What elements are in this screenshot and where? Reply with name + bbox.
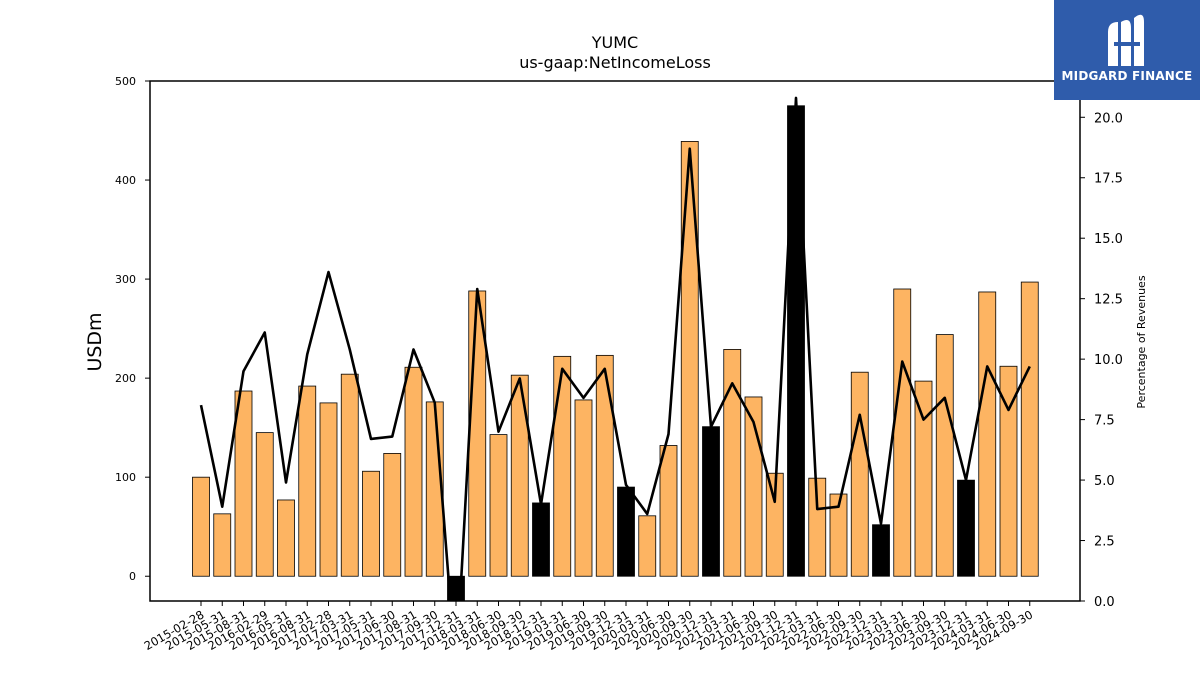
bar (978, 291, 997, 577)
y-tick-label: 400 (115, 174, 136, 187)
y-tick-label: 200 (115, 372, 136, 385)
y-tick-label: 500 (115, 75, 136, 88)
bar (787, 105, 805, 577)
bar (255, 432, 274, 577)
bars-layer (192, 105, 1039, 601)
y-axis-label: USDm (84, 312, 106, 371)
y2-axis-label: Percentage of Revenues (1135, 275, 1148, 408)
plot-frame (149, 80, 1081, 602)
bar (192, 476, 210, 577)
bar (893, 288, 912, 577)
line-layer (199, 96, 1031, 601)
y2-tick-label: 2.5 (1094, 535, 1115, 550)
bar (850, 371, 869, 577)
chart-subtitle: us-gaap:NetIncomeLoss (519, 53, 711, 72)
y2-tick-label: 20.0 (1094, 111, 1123, 126)
bar (702, 426, 720, 577)
bar (638, 515, 657, 577)
bar (510, 374, 529, 577)
y2-tick-label: 10.0 (1094, 353, 1123, 368)
y-axis-left: 0 100 200 300 400 500 (115, 75, 150, 583)
bar (340, 373, 359, 577)
brand-logo: MIDGARD FINANCE (1054, 0, 1200, 100)
y2-tick-label: 17.5 (1094, 172, 1123, 187)
bar (298, 385, 317, 577)
bar (808, 477, 827, 577)
bar (489, 434, 508, 577)
bar (765, 472, 784, 577)
bar (872, 524, 890, 577)
bar (914, 380, 933, 577)
y2-tick-label: 7.5 (1094, 414, 1115, 429)
y-axis-right: 0.0 2.5 5.0 7.5 10.0 12.5 15.0 17.5 20.0 (1080, 111, 1123, 610)
bar (957, 479, 975, 577)
y2-tick-label: 15.0 (1094, 232, 1123, 247)
series-line (199, 96, 1031, 601)
bar (404, 366, 423, 577)
bar (1020, 281, 1039, 577)
bar (319, 402, 338, 577)
midgard-m-logo-icon (1108, 14, 1144, 67)
bar (234, 390, 253, 577)
y-tick-label: 100 (115, 471, 136, 484)
bar (617, 486, 635, 577)
y2-tick-label: 0.0 (1094, 595, 1115, 610)
bar (383, 453, 402, 577)
bar (723, 349, 742, 577)
bar (532, 502, 550, 577)
y2-tick-label: 12.5 (1094, 293, 1123, 308)
bar (213, 513, 232, 577)
x-axis: 2015-02-282015-05-312015-08-312016-02-29… (142, 601, 1035, 653)
bar (935, 334, 954, 577)
bar (999, 365, 1018, 577)
bar (277, 499, 295, 577)
bar (680, 141, 699, 577)
bar (362, 470, 380, 577)
bar (829, 493, 848, 577)
bar (553, 355, 572, 577)
y-tick-label: 0 (129, 570, 136, 583)
bar (659, 445, 678, 577)
y2-tick-label: 5.0 (1094, 474, 1115, 489)
bar (595, 354, 614, 577)
y-tick-label: 300 (115, 273, 136, 286)
brand-name: MIDGARD FINANCE (1061, 69, 1193, 83)
chart-title: YUMC (591, 33, 638, 52)
bar (574, 399, 593, 577)
